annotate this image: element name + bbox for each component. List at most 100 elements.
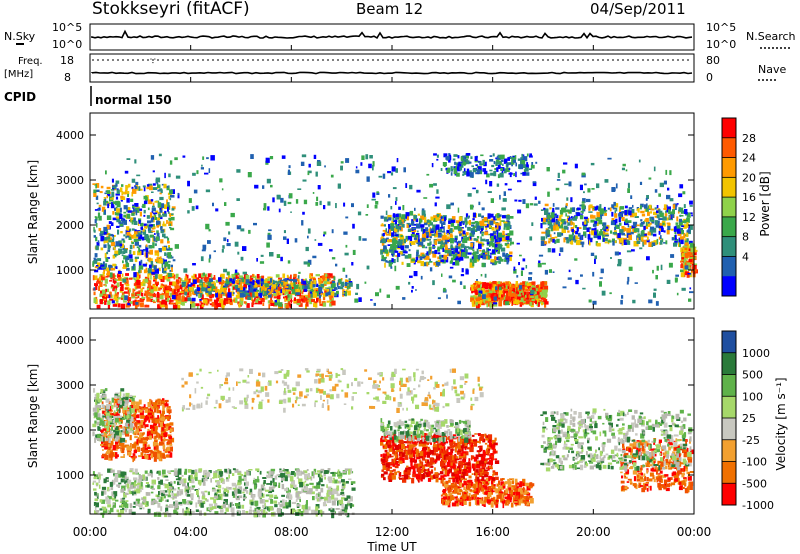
data-cell bbox=[116, 282, 120, 288]
data-cell bbox=[611, 220, 614, 223]
data-cell bbox=[693, 246, 697, 249]
data-cell bbox=[254, 302, 259, 305]
data-cell bbox=[134, 186, 138, 190]
data-cell bbox=[167, 434, 170, 437]
data-cell bbox=[133, 239, 138, 242]
data-cell bbox=[112, 201, 116, 204]
data-cell bbox=[495, 227, 498, 232]
data-cell bbox=[129, 301, 133, 304]
data-cell bbox=[413, 230, 417, 233]
data-cell bbox=[624, 234, 627, 236]
data-cell bbox=[461, 268, 464, 273]
data-cell bbox=[637, 228, 640, 233]
data-cell bbox=[683, 268, 687, 273]
data-cell bbox=[475, 290, 478, 295]
data-cell bbox=[507, 162, 511, 166]
data-cell bbox=[689, 287, 692, 290]
data-cell bbox=[307, 170, 312, 174]
data-cell bbox=[580, 235, 583, 240]
data-cell bbox=[640, 203, 644, 208]
data-cell bbox=[139, 410, 144, 416]
data-cell bbox=[151, 418, 156, 424]
data-cell bbox=[392, 213, 396, 219]
data-cell bbox=[139, 274, 141, 279]
data-cell bbox=[409, 224, 411, 227]
data-cell bbox=[531, 299, 534, 305]
data-cell bbox=[594, 227, 597, 232]
data-cell bbox=[628, 210, 632, 216]
data-cell bbox=[505, 285, 508, 289]
data-cell bbox=[440, 168, 443, 171]
data-cell bbox=[505, 297, 509, 301]
data-cell bbox=[143, 238, 147, 241]
data-cell bbox=[138, 455, 142, 458]
data-cell bbox=[107, 236, 111, 240]
data-cell bbox=[101, 401, 104, 405]
data-cell bbox=[492, 231, 496, 235]
data-cell bbox=[309, 291, 313, 294]
data-cell bbox=[111, 202, 114, 206]
data-cell bbox=[421, 210, 426, 216]
data-cell bbox=[670, 228, 674, 231]
data-cell bbox=[464, 217, 468, 222]
data-cell bbox=[624, 210, 628, 216]
data-cell bbox=[605, 226, 609, 231]
data-cell bbox=[426, 219, 430, 223]
data-cell bbox=[687, 273, 691, 275]
data-cell bbox=[547, 221, 550, 224]
data-cell bbox=[452, 279, 456, 283]
data-cell bbox=[147, 273, 150, 278]
data-cell bbox=[417, 213, 420, 216]
data-cell bbox=[211, 285, 216, 292]
data-cell bbox=[129, 233, 132, 237]
data-cell bbox=[200, 294, 204, 300]
data-cell bbox=[639, 223, 644, 227]
data-cell bbox=[111, 239, 115, 242]
data-cell bbox=[151, 428, 156, 434]
data-cell bbox=[133, 289, 136, 292]
data-cell bbox=[340, 161, 344, 164]
data-cell bbox=[559, 225, 564, 229]
data-cell bbox=[653, 166, 656, 172]
data-cell bbox=[514, 283, 518, 290]
data-cell bbox=[167, 426, 172, 430]
data-cell bbox=[489, 213, 494, 218]
data-cell bbox=[498, 286, 502, 291]
data-cell bbox=[541, 281, 545, 286]
data-cell bbox=[461, 227, 464, 229]
data-cell bbox=[391, 220, 394, 224]
data-cell bbox=[357, 211, 362, 216]
data-cell bbox=[502, 252, 506, 257]
data-cell bbox=[247, 290, 250, 293]
data-cell bbox=[599, 208, 605, 214]
data-cell bbox=[432, 245, 436, 249]
data-cell bbox=[162, 213, 167, 217]
data-cell bbox=[650, 219, 654, 222]
data-cell bbox=[142, 446, 147, 449]
data-cell bbox=[663, 242, 667, 244]
data-cell bbox=[274, 302, 279, 306]
data-cell bbox=[669, 211, 673, 216]
data-cell bbox=[169, 446, 173, 452]
data-cell bbox=[519, 285, 523, 290]
data-cell bbox=[137, 421, 141, 425]
data-cell bbox=[500, 168, 503, 171]
data-cell bbox=[579, 204, 584, 207]
data-cell bbox=[563, 162, 568, 165]
data-cell bbox=[538, 260, 541, 265]
data-cell bbox=[162, 405, 165, 411]
data-cell bbox=[666, 194, 671, 200]
data-cell bbox=[140, 429, 142, 432]
data-cell bbox=[471, 252, 476, 255]
data-cell bbox=[131, 213, 135, 216]
data-cell bbox=[604, 238, 608, 242]
data-cell bbox=[590, 238, 593, 243]
data-cell bbox=[600, 229, 602, 233]
data-cell bbox=[298, 285, 301, 288]
data-cell bbox=[592, 300, 597, 305]
data-cell bbox=[632, 221, 638, 227]
data-cell bbox=[618, 213, 623, 217]
data-cell bbox=[153, 265, 157, 270]
data-cell bbox=[164, 261, 169, 267]
data-cell bbox=[242, 287, 246, 291]
